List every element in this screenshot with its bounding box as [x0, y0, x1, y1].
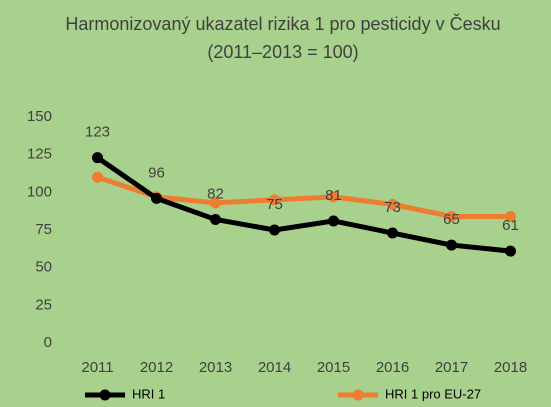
data-label: 123 — [85, 124, 110, 141]
data-point — [151, 192, 162, 204]
x-tick-label: 2012 — [140, 359, 173, 376]
data-label: 82 — [207, 185, 224, 202]
data-point — [505, 210, 516, 222]
data-point — [387, 227, 398, 239]
data-point — [387, 198, 398, 210]
data-point — [446, 210, 457, 222]
data-point — [446, 239, 457, 251]
data-label: 61 — [502, 217, 519, 234]
data-point — [505, 245, 516, 257]
data-point — [328, 215, 339, 227]
legend-label: HRI 1 — [132, 386, 165, 401]
legend-marker — [352, 389, 364, 401]
data-label: 65 — [443, 211, 460, 228]
data-point — [269, 194, 280, 206]
x-tick-label: 2016 — [376, 359, 409, 376]
x-tick-label: 2013 — [199, 359, 232, 376]
y-tick-label: 150 — [27, 108, 52, 125]
x-tick-label: 2014 — [258, 359, 291, 376]
y-tick-label: 25 — [35, 296, 52, 313]
y-tick-label: 75 — [35, 221, 52, 238]
legend-marker — [99, 389, 111, 401]
x-tick-label: 2017 — [435, 359, 468, 376]
y-tick-label: 100 — [27, 183, 52, 200]
chart-title: Harmonizovaný ukazatel rizika 1 pro pest… — [65, 13, 500, 34]
y-tick-label: 125 — [27, 146, 52, 163]
y-tick-label: 0 — [44, 334, 52, 351]
x-tick-label: 2018 — [494, 359, 527, 376]
data-point — [269, 224, 280, 236]
data-label: 73 — [384, 199, 401, 216]
data-label: 81 — [325, 187, 342, 204]
y-tick-label: 50 — [35, 259, 52, 276]
legend-label: HRI 1 pro EU-27 — [385, 386, 481, 401]
data-point — [92, 152, 103, 164]
data-point — [210, 197, 221, 209]
data-label: 75 — [266, 196, 283, 213]
data-point — [210, 213, 221, 225]
chart-subtitle: (2011–2013 = 100) — [207, 42, 358, 62]
data-label: 96 — [148, 164, 165, 181]
data-point — [328, 191, 339, 203]
series-line — [96, 155, 511, 254]
x-tick-label: 2015 — [317, 359, 350, 376]
data-point — [92, 171, 103, 183]
series-line — [96, 174, 511, 219]
x-tick-label: 2011 — [81, 359, 113, 376]
